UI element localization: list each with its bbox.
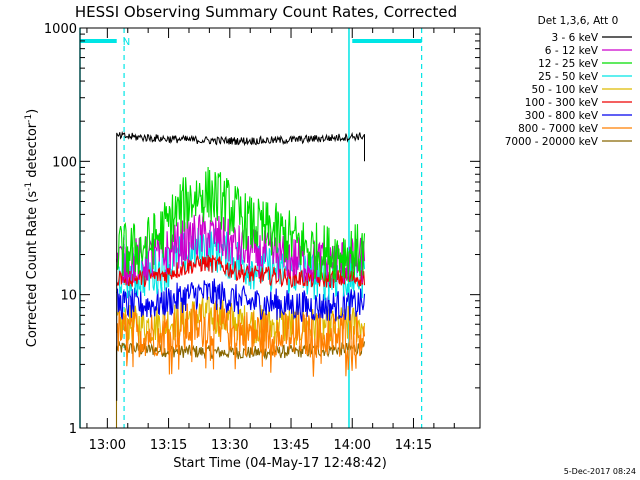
legend-label: 300 - 800 keV xyxy=(525,110,599,122)
series-line-6 xyxy=(116,278,366,322)
legend-label: 6 - 12 keV xyxy=(545,45,599,57)
y-axis-ticks: 1 10 100 1000 xyxy=(44,22,480,437)
series-line-8 xyxy=(115,341,366,428)
x-tick-label: 14:15 xyxy=(395,438,432,453)
plot-frame xyxy=(79,27,481,429)
footer-date: 5-Dec-2017 08:24 xyxy=(564,467,636,476)
legend-label: 25 - 50 keV xyxy=(538,71,599,83)
legend-title: Det 1,3,6, Att 0 xyxy=(538,15,619,27)
x-tick-label: 13:00 xyxy=(89,438,126,453)
y-tick-label: 10 xyxy=(60,289,77,304)
x-axis-label: Start Time (04-May-17 12:48:42) xyxy=(173,456,387,471)
x-axis-ticks: 13:00 13:15 13:30 13:45 14:00 14:15 xyxy=(86,28,455,453)
series-line-2 xyxy=(116,166,366,283)
night-label: N xyxy=(123,37,130,48)
x-tick-label: 14:00 xyxy=(334,438,371,453)
chart-title: HESSI Observing Summary Count Rates, Cor… xyxy=(75,3,457,21)
series-line-0 xyxy=(116,130,365,401)
y-axis-label-sup1: -1 xyxy=(24,182,34,191)
y-axis-label-sup2: -1 xyxy=(24,114,34,123)
x-tick-label: 13:45 xyxy=(272,438,309,453)
axes xyxy=(79,27,481,429)
y-tick-label: 100 xyxy=(52,155,77,170)
y-tick-label: 1 xyxy=(69,422,77,437)
series-line-7 xyxy=(116,300,366,377)
legend-label: 100 - 300 keV xyxy=(525,97,599,109)
y-axis-label-end: ) xyxy=(25,109,40,114)
y-tick-label: 1000 xyxy=(44,22,77,37)
legend-label: 800 - 7000 keV xyxy=(518,123,599,135)
legend-label: 12 - 25 keV xyxy=(538,58,599,70)
legend-label: 50 - 100 keV xyxy=(531,84,598,96)
legend-label: 7000 - 20000 keV xyxy=(505,136,599,148)
y-axis-label-mid: detector xyxy=(25,122,40,182)
series-line-5 xyxy=(116,254,366,289)
x-tick-label: 13:15 xyxy=(150,438,187,453)
x-tick-label: 13:30 xyxy=(211,438,248,453)
y-axis-label-main: Corrected Count Rate (s xyxy=(25,191,40,348)
y-axis-label: Corrected Count Rate (s-1 detector-1) xyxy=(24,109,40,347)
legend-label: 3 - 6 keV xyxy=(551,32,598,44)
